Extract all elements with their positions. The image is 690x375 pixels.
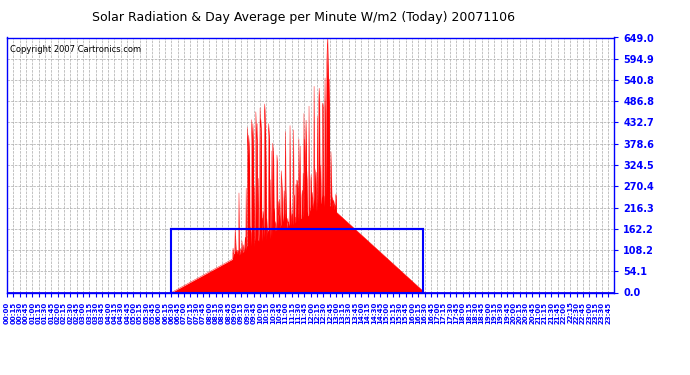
Bar bbox=[171, 229, 422, 292]
Text: Copyright 2007 Cartronics.com: Copyright 2007 Cartronics.com bbox=[10, 45, 141, 54]
Text: Solar Radiation & Day Average per Minute W/m2 (Today) 20071106: Solar Radiation & Day Average per Minute… bbox=[92, 11, 515, 24]
